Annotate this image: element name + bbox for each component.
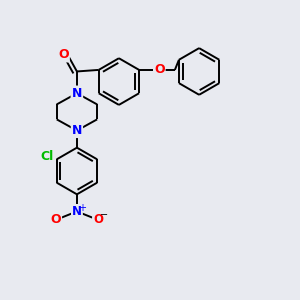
Text: N: N — [72, 87, 82, 100]
Text: O: O — [58, 49, 69, 62]
Text: N: N — [72, 205, 82, 218]
Text: O: O — [154, 63, 165, 76]
Text: O: O — [93, 213, 103, 226]
Text: O: O — [50, 213, 61, 226]
Text: +: + — [79, 203, 86, 213]
Text: Cl: Cl — [41, 150, 54, 163]
Text: N: N — [72, 87, 82, 100]
Text: N: N — [72, 124, 82, 137]
Text: −: − — [100, 210, 108, 220]
